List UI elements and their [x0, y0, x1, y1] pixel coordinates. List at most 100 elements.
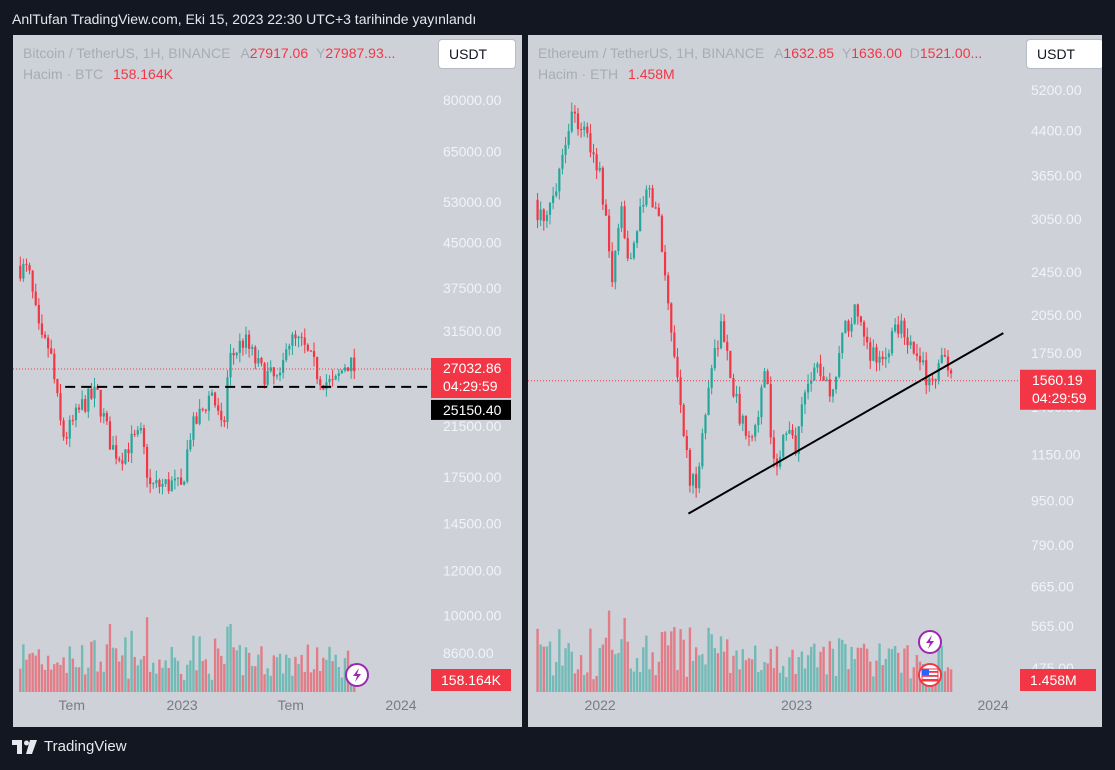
candle-body	[651, 188, 654, 208]
volume-bar	[660, 632, 664, 692]
volume-bar	[257, 654, 260, 692]
volume-bar	[828, 641, 832, 692]
y-tick-label: 14500.00	[443, 515, 502, 531]
volume-bar	[881, 665, 884, 692]
candle-body	[111, 445, 115, 450]
candle-body	[37, 305, 40, 324]
candle-body	[862, 322, 866, 337]
volume-bar	[59, 664, 62, 692]
volume-bar	[71, 658, 75, 692]
volume-bar	[865, 648, 869, 692]
btc-chart-svg[interactable]: 8600.00 10000.00 12000.00 14500.00 17500.00 2…	[13, 35, 522, 727]
candle-body	[601, 167, 604, 205]
candle-body	[198, 408, 201, 424]
candle-body	[794, 435, 797, 454]
volume-bar	[114, 648, 118, 692]
volume-bar	[303, 671, 306, 692]
candle-body	[319, 379, 322, 386]
candle-body	[217, 405, 220, 411]
candle-body	[142, 428, 146, 448]
candle-body	[667, 275, 670, 304]
candle-body	[598, 167, 601, 171]
btc-legend: Bitcoin / TetherUS, 1H, BINANCE A27917.0…	[23, 45, 395, 61]
volume-bar	[754, 645, 757, 692]
eth-currency-button[interactable]: USDT	[1026, 39, 1102, 69]
volume-bar	[704, 664, 707, 692]
candle-body	[65, 437, 68, 439]
volume-bar	[732, 655, 735, 692]
volume-bar	[176, 660, 180, 692]
btc-currency-button[interactable]: USDT	[438, 39, 516, 69]
candle-body	[903, 320, 906, 338]
candle-body	[127, 449, 130, 454]
volume-bar	[343, 658, 347, 692]
candle-body	[676, 356, 679, 378]
volume-bar	[760, 670, 763, 692]
candle-body	[639, 206, 642, 232]
candle-body	[99, 389, 102, 417]
candle-body	[269, 367, 272, 372]
volume-bar	[707, 627, 710, 692]
volume-bar	[682, 639, 685, 692]
volume-bar	[105, 644, 109, 692]
candle-body	[884, 357, 887, 360]
eth-chart-panel[interactable]: 475.00565.00665.00790.00950.001150.00140…	[528, 35, 1102, 727]
candle-body	[866, 336, 869, 343]
volume-bar	[319, 671, 322, 692]
volume-bar	[198, 636, 201, 692]
candle-body	[303, 337, 306, 345]
level-price-label: 25150.40	[443, 402, 502, 418]
volume-bar	[809, 646, 813, 692]
candle-body	[136, 430, 139, 435]
lightning-glyph-icon	[353, 668, 361, 682]
candle-body	[900, 320, 903, 334]
volume-bar	[87, 667, 90, 692]
candle-body	[272, 367, 275, 377]
volume-bar	[207, 673, 211, 692]
eth-high-key: Y	[841, 45, 852, 61]
eth-volume-label: Hacim · ETH	[538, 66, 619, 82]
candle-body	[22, 263, 25, 279]
candle-body	[819, 363, 822, 377]
volume-bar	[797, 657, 800, 692]
candle-body	[847, 320, 850, 332]
btc-volume-legend: Hacim · BTC 158.164K	[23, 66, 173, 82]
candle-body	[536, 199, 539, 221]
volume-bar	[220, 655, 223, 692]
volume-bar	[50, 669, 53, 692]
x-tick-label: 2023	[167, 697, 198, 713]
candle-body	[343, 367, 347, 371]
btc-chart-panel[interactable]: 8600.00 10000.00 12000.00 14500.00 17500.00 2…	[13, 35, 522, 727]
volume-bar	[570, 651, 573, 692]
candle-body	[25, 263, 28, 266]
volume-bar	[629, 668, 633, 692]
volume-bar	[80, 645, 84, 692]
volume-bar	[232, 647, 235, 692]
candle-body	[161, 483, 164, 487]
candle-body	[632, 242, 636, 259]
volume-bar	[800, 651, 804, 692]
volume-bar	[127, 678, 130, 692]
candle-body	[760, 387, 763, 418]
candle-body	[691, 474, 695, 486]
volume-bar	[118, 661, 121, 692]
candle-body	[716, 348, 720, 350]
candle-body	[912, 341, 915, 354]
countdown-label: 04:29:59	[443, 378, 498, 394]
eth-chart-svg[interactable]: 475.00565.00665.00790.00950.001150.00140…	[528, 35, 1102, 727]
candle-body	[754, 425, 757, 437]
candle-body	[623, 206, 626, 238]
volume-bar	[831, 648, 835, 692]
candle-body	[946, 356, 950, 371]
volume-bar	[334, 654, 337, 692]
footer-brand: TradingView	[44, 738, 127, 755]
candle-body	[40, 323, 44, 335]
volume-bar	[46, 655, 50, 692]
x-tick-label: Tem	[59, 697, 85, 713]
eth-legend: Ethereum / TetherUS, 1H, BINANCE A1632.8…	[538, 45, 982, 61]
y-tick-label: 65000.00	[443, 143, 502, 159]
candle-body	[688, 450, 692, 486]
candle-body	[251, 347, 254, 349]
candle-body	[152, 483, 155, 485]
candle-body	[93, 386, 96, 399]
